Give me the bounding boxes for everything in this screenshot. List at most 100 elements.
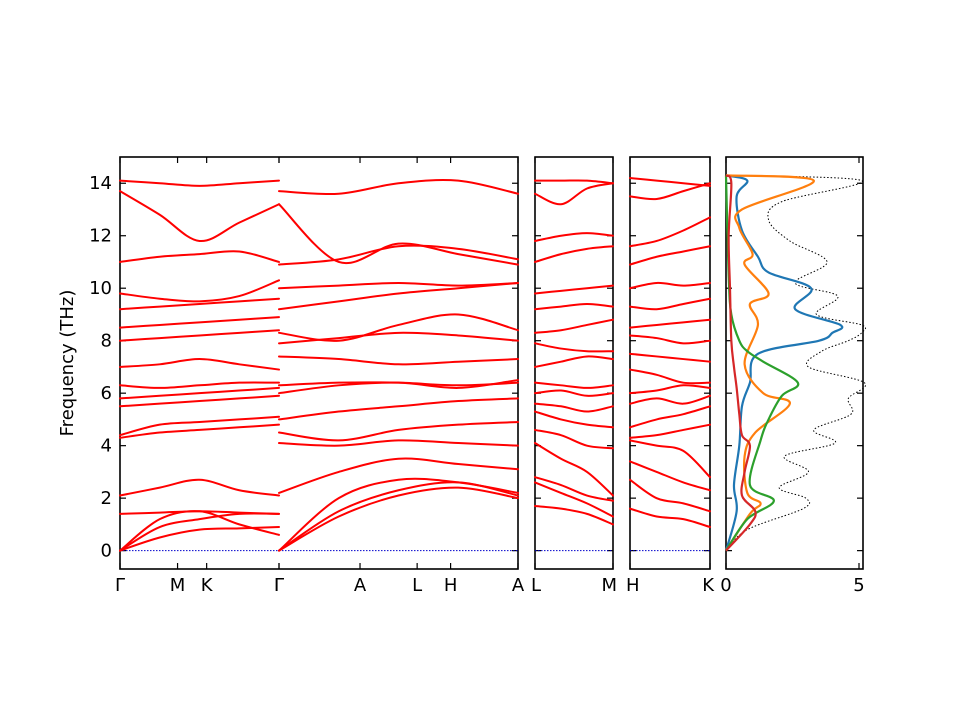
phonon-band (278, 421, 519, 442)
phonon-band (534, 442, 614, 497)
dos-partial-line (725, 174, 815, 552)
y-tick-label: 8 (101, 331, 112, 352)
phonon-band (534, 342, 614, 353)
dos-x-tick-label: 5 (853, 575, 864, 596)
phonon-band (629, 384, 711, 395)
phonon-band (629, 334, 711, 345)
high-symmetry-label: K (201, 575, 214, 596)
phonon-band (119, 316, 280, 329)
high-symmetry-label: H (626, 575, 640, 596)
dos-partial-line (725, 174, 757, 552)
phonon-band (278, 331, 519, 345)
phonon-band (534, 410, 614, 429)
phonon-band (278, 439, 519, 447)
phonon-band (278, 457, 519, 494)
phonon-band (278, 397, 519, 421)
high-symmetry-label: A (512, 575, 525, 596)
phonon-band (278, 477, 519, 552)
panel-frame (534, 156, 614, 570)
high-symmetry-label: H (444, 575, 458, 596)
phonon-band (119, 250, 280, 263)
high-symmetry-label: Γ (274, 575, 284, 596)
high-symmetry-label: L (412, 575, 422, 596)
phonon-band (278, 486, 519, 552)
dos-total-line (725, 174, 867, 551)
y-axis-label: Frequency (THz) (57, 290, 78, 437)
phonon-band (629, 507, 711, 529)
phonon-band (534, 381, 614, 389)
phonon-band (278, 355, 519, 366)
phonon-band (278, 313, 519, 342)
phonon-band (119, 297, 280, 311)
phonon-band (629, 394, 711, 405)
phonon-band (119, 423, 280, 439)
phonon-band (534, 179, 614, 185)
phonon-band (534, 481, 614, 518)
y-tick-label: 14 (89, 173, 112, 194)
phonon-band (119, 358, 280, 371)
phonon-band (119, 478, 280, 497)
phonon-band (629, 318, 711, 329)
phonon-band (119, 394, 280, 408)
phonon-band (534, 428, 614, 450)
phonon-band (278, 178, 519, 196)
phonon-band (629, 216, 711, 248)
phonon-band (534, 302, 614, 311)
phonon-band (629, 368, 711, 385)
high-symmetry-label: K (702, 575, 715, 596)
phonon-band (278, 244, 519, 266)
y-axis: 0 2 4 6 8 10 12 14 (89, 173, 112, 561)
high-symmetry-label: L (531, 575, 541, 596)
phonon-band (119, 510, 280, 552)
dos-partial-line (724, 175, 800, 552)
phonon-band (119, 386, 280, 400)
phonon-band (629, 423, 711, 439)
phonon-band (278, 203, 519, 266)
phonon-band (119, 179, 280, 187)
panel-frame (629, 156, 711, 570)
phonon-band (629, 460, 711, 492)
phonon-band (119, 190, 280, 242)
phonon-band (534, 476, 614, 502)
high-symmetry-label: Γ (274, 575, 284, 596)
phonon-band (278, 281, 519, 311)
phonon-band (534, 389, 614, 397)
phonon-band (534, 505, 614, 526)
phonon-band (119, 510, 280, 515)
phonon-band (629, 297, 711, 311)
high-symmetry-label: M (601, 575, 617, 596)
y-tick-label: 2 (101, 488, 112, 509)
phonon-band (629, 352, 711, 363)
phonon-band (629, 245, 711, 266)
band-panel-gamma-m-k-gamma-a-l-h-a: Γ M K ΓΓ A L H A (115, 156, 525, 596)
high-symmetry-label: A (354, 575, 367, 596)
phonon-band (119, 415, 280, 437)
phonon-band (534, 232, 614, 242)
phonon-band (119, 512, 280, 552)
high-symmetry-label: Γ (115, 575, 125, 596)
dos-partial-line (724, 174, 844, 551)
y-tick-label: 10 (89, 278, 112, 299)
dos-x-tick-label: 0 (720, 575, 731, 596)
panel-frame (725, 156, 864, 570)
phonon-band (629, 176, 711, 187)
phonon-band (629, 405, 711, 429)
y-tick-label: 6 (101, 383, 112, 404)
phonon-band (629, 182, 711, 201)
y-tick-label: 12 (89, 226, 112, 247)
phonon-band (534, 402, 614, 413)
panel-frame (119, 156, 519, 570)
high-symmetry-label: M (170, 575, 186, 596)
phonon-band (119, 279, 280, 303)
phonon-band (534, 182, 614, 206)
phonon-band (278, 381, 519, 387)
phonon-band (534, 284, 614, 295)
phonon-band (534, 318, 614, 334)
y-tick-label: 0 (101, 541, 112, 562)
phonon-band (534, 355, 614, 368)
phonon-band (629, 439, 711, 479)
